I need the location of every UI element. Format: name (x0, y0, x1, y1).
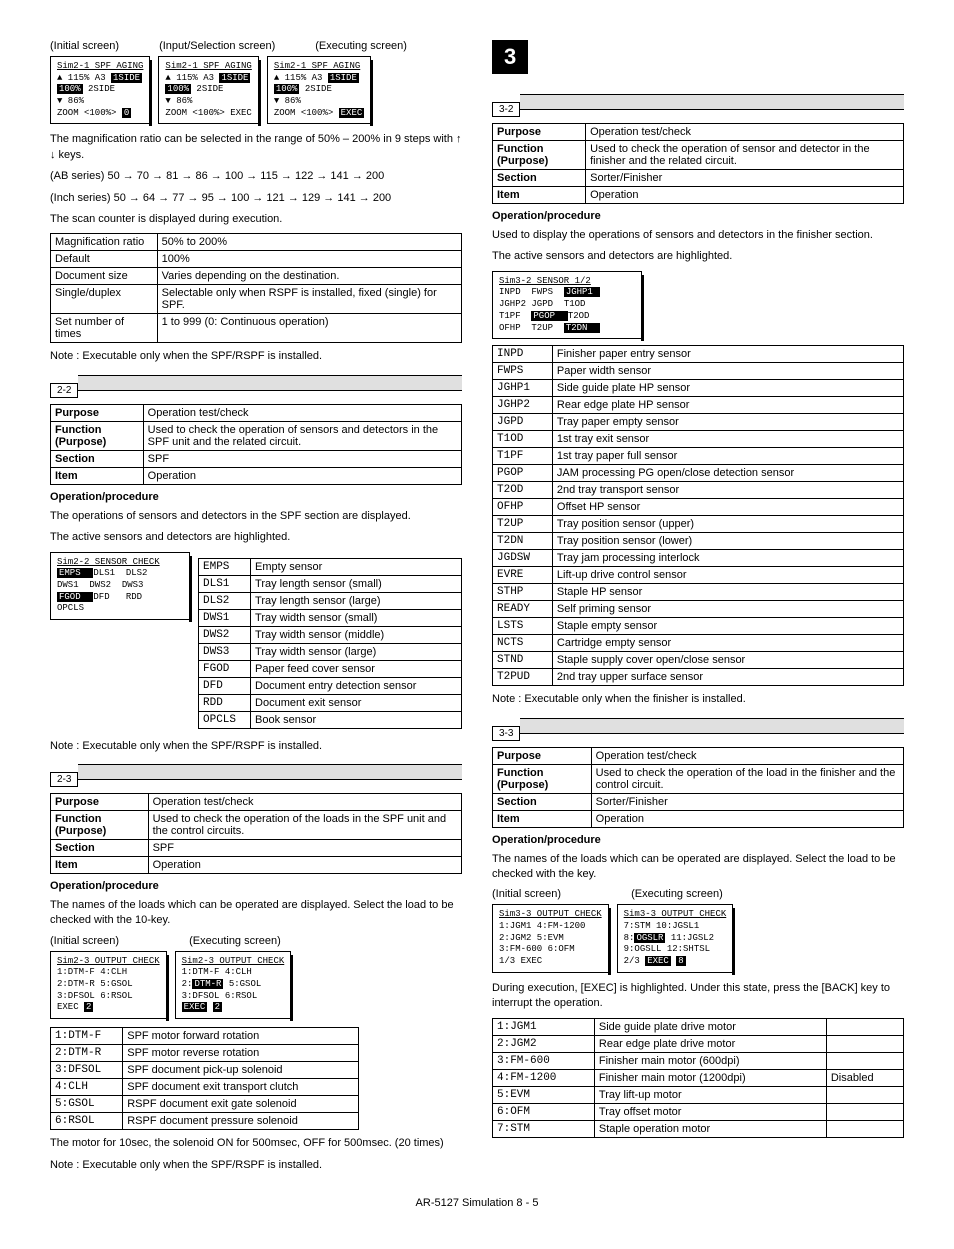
p23a: The names of the loads which can be oper… (50, 898, 462, 929)
tag-3-3: 3-3 (492, 726, 520, 741)
inch-series: (Inch series) 50 → 64 → 77 → 95 → 100 → … (50, 191, 462, 206)
page-footer: AR-5127 Simulation 8 - 5 (50, 1197, 904, 1209)
screen-labels-23: (Initial screen) (Executing screen) (50, 935, 462, 947)
table-3-2: PurposeOperation test/checkFunction (Pur… (492, 123, 904, 204)
p22b: The active sensors and detectors are hig… (50, 530, 462, 545)
op-header-23: Operation/procedure (50, 880, 462, 892)
tag-2-3: 2-3 (50, 772, 78, 787)
left-column: (Initial screen) (Input/Selection screen… (50, 40, 462, 1177)
table-2-2: PurposeOperation test/checkFunction (Pur… (50, 404, 462, 485)
p33a: The names of the loads which can be oper… (492, 852, 904, 883)
scr33a: Sim3-3 OUTPUT CHECK 1:JGM1 4:FM-1200 2:J… (492, 904, 609, 972)
scr23a: Sim2-3 OUTPUT CHECK 1:DTM-F 4:CLH 2:DTM-… (50, 951, 167, 1019)
load-table-23: 1:DTM-FSPF motor forward rotation2:DTM-R… (50, 1027, 359, 1130)
note-1: Note : Executable only when the SPF/RSPF… (50, 349, 462, 364)
initial-screen: Sim2-1 SPF AGING ▲ 115% A3 1SIDE 100% 2S… (50, 56, 150, 124)
scr33b: Sim3-3 OUTPUT CHECK 7:STM 10:JGSL1 8:OGS… (617, 904, 734, 972)
scr23b: Sim2-3 OUTPUT CHECK 1:DTM-F 4:CLH 2:DTM-… (175, 951, 292, 1019)
sensor-table-22: EMPSEmpty sensorDLS1Tray length sensor (… (198, 558, 462, 729)
p32b: The active sensors and detectors are hig… (492, 249, 904, 264)
table-3-3: PurposeOperation test/checkFunction (Pur… (492, 747, 904, 828)
sensor-screen-32: Sim3-2 SENSOR 1/2 INPD FWPS JGHP1 JGHP2 … (492, 271, 642, 339)
sim21-screens: Sim2-1 SPF AGING ▲ 115% A3 1SIDE 100% 2S… (50, 56, 462, 124)
sensor-table-32: INPDFinisher paper entry sensorFWPSPaper… (492, 345, 904, 686)
p23b: The motor for 10sec, the solenoid ON for… (50, 1136, 462, 1151)
screen-labels-33: (Initial screen) (Executing screen) (492, 888, 904, 900)
op-header-33: Operation/procedure (492, 834, 904, 846)
op-header-22: Operation/procedure (50, 491, 462, 503)
p22a: The operations of sensors and detectors … (50, 509, 462, 524)
mag-table: Magnification ratio50% to 200%Default100… (50, 233, 462, 343)
executing-screen: Sim2-1 SPF AGING ▲ 115% A3 1SIDE 100% 2S… (267, 56, 371, 124)
table-2-3: PurposeOperation test/checkFunction (Pur… (50, 793, 462, 874)
input-screen: Sim2-1 SPF AGING ▲ 115% A3 1SIDE 100% 2S… (158, 56, 258, 124)
p33b: During execution, [EXEC] is highlighted.… (492, 981, 904, 1012)
load-table-33: 1:JGM1Side guide plate drive motor2:JGM2… (492, 1018, 904, 1138)
right-column: 3 3-2 PurposeOperation test/checkFunctio… (492, 40, 904, 1177)
note-23: Note : Executable only when the SPF/RSPF… (50, 1158, 462, 1173)
tag-3-2: 3-2 (492, 102, 520, 117)
note-22: Note : Executable only when the SPF/RSPF… (50, 739, 462, 754)
ab-series: (AB series) 50 → 70 → 81 → 86 → 100 → 11… (50, 169, 462, 184)
tag-2-2: 2-2 (50, 383, 78, 398)
screen-labels: (Initial screen) (Input/Selection screen… (50, 40, 462, 52)
scan-counter-text: The scan counter is displayed during exe… (50, 212, 462, 227)
sensor-check-screen: Sim2-2 SENSOR CHECK EMPS DLS1 DLS2 DWS1 … (50, 552, 190, 620)
section-3-icon: 3 (492, 40, 528, 74)
mag-ratio-text: The magnification ratio can be selected … (50, 132, 462, 163)
p32a: Used to display the operations of sensor… (492, 228, 904, 243)
note-32: Note : Executable only when the finisher… (492, 692, 904, 707)
op-header-32: Operation/procedure (492, 210, 904, 222)
